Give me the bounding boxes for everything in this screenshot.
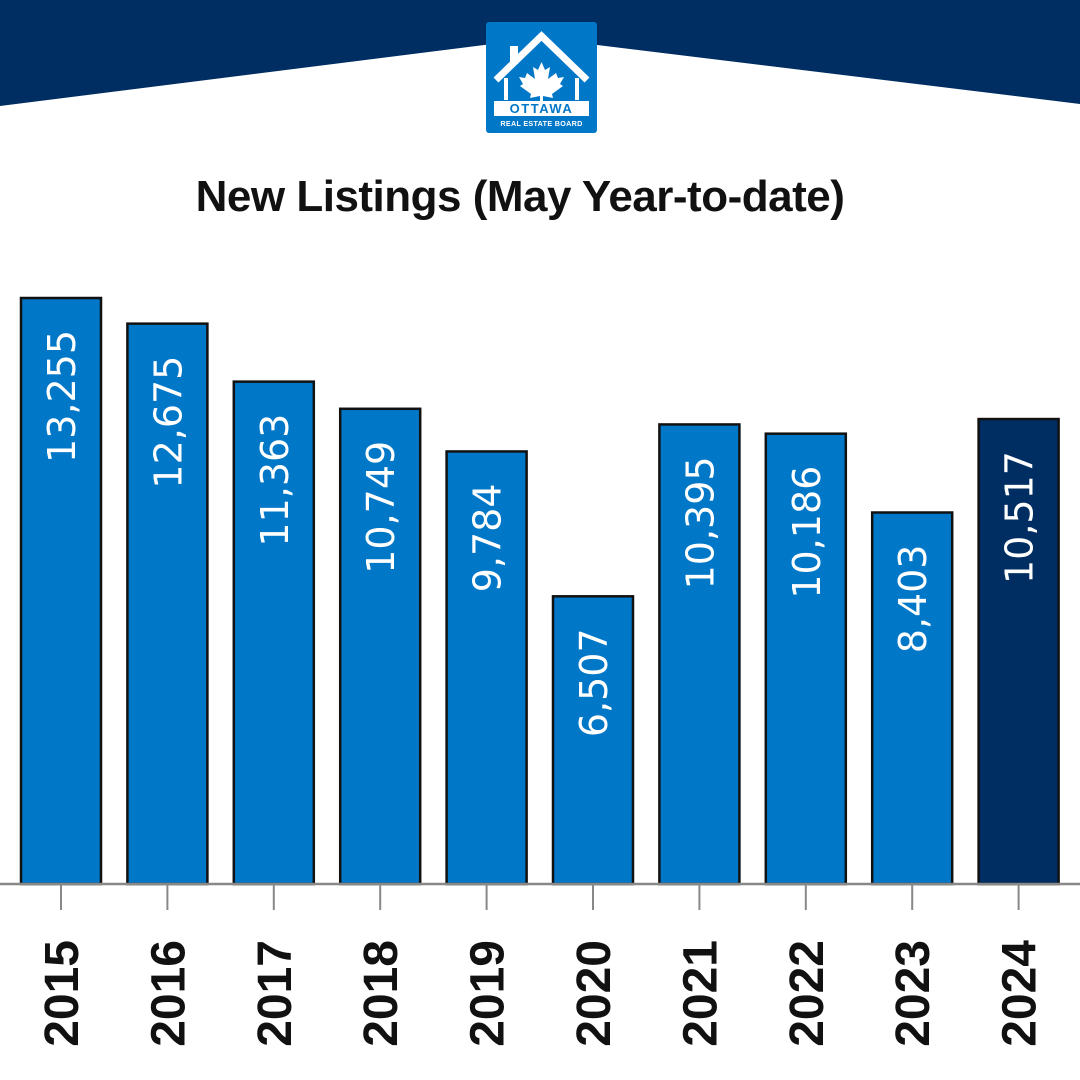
bar-value-label: 10,517 bbox=[998, 451, 1042, 584]
x-tick-label: 2021 bbox=[674, 940, 727, 1047]
header-band bbox=[0, 0, 1080, 106]
x-tick-label: 2020 bbox=[568, 940, 621, 1047]
bar-value-label: 10,749 bbox=[359, 441, 403, 574]
bar bbox=[19, 296, 103, 886]
bar bbox=[551, 595, 635, 886]
bar bbox=[232, 380, 316, 886]
logo-subtext: REAL ESTATE BOARD bbox=[500, 119, 582, 128]
x-tick-label: 2024 bbox=[994, 940, 1047, 1047]
bar bbox=[445, 450, 528, 886]
header-band-shape bbox=[0, 0, 1080, 106]
logo-text: OTTAWA bbox=[510, 101, 574, 116]
bar-value-label: 6,507 bbox=[572, 628, 616, 737]
x-tick-label: 2023 bbox=[887, 940, 940, 1047]
bar bbox=[338, 407, 422, 886]
x-tick-label: 2016 bbox=[142, 940, 195, 1047]
house-roof-icon bbox=[493, 31, 590, 83]
x-tick-label: 2019 bbox=[462, 940, 515, 1047]
chart-title: New Listings (May Year-to-date) bbox=[195, 172, 845, 221]
bar-value-label: 9,784 bbox=[466, 483, 510, 592]
bar bbox=[764, 432, 848, 886]
bar bbox=[126, 322, 209, 886]
bar-value-label: 10,395 bbox=[678, 456, 722, 589]
x-tick-label: 2022 bbox=[781, 940, 834, 1047]
bar-value-label: 12,675 bbox=[146, 356, 190, 489]
logo-text-box bbox=[494, 101, 589, 116]
chimney-icon bbox=[510, 46, 518, 64]
x-tick-label: 2017 bbox=[249, 940, 302, 1047]
x-tick-label: 2018 bbox=[355, 940, 408, 1047]
bar bbox=[870, 511, 954, 886]
bar-value-label: 11,363 bbox=[253, 414, 297, 547]
bar-value-label: 10,186 bbox=[785, 466, 829, 599]
bar-value-label: 13,255 bbox=[40, 330, 84, 463]
bar-value-label: 8,403 bbox=[891, 545, 935, 654]
house-walls-icon bbox=[504, 78, 579, 100]
bar bbox=[658, 423, 741, 886]
ottawa-real-estate-board-logo: OTTAWA REAL ESTATE BOARD bbox=[486, 22, 597, 133]
x-tick-label: 2015 bbox=[36, 940, 89, 1047]
maple-leaf-icon bbox=[519, 62, 564, 104]
